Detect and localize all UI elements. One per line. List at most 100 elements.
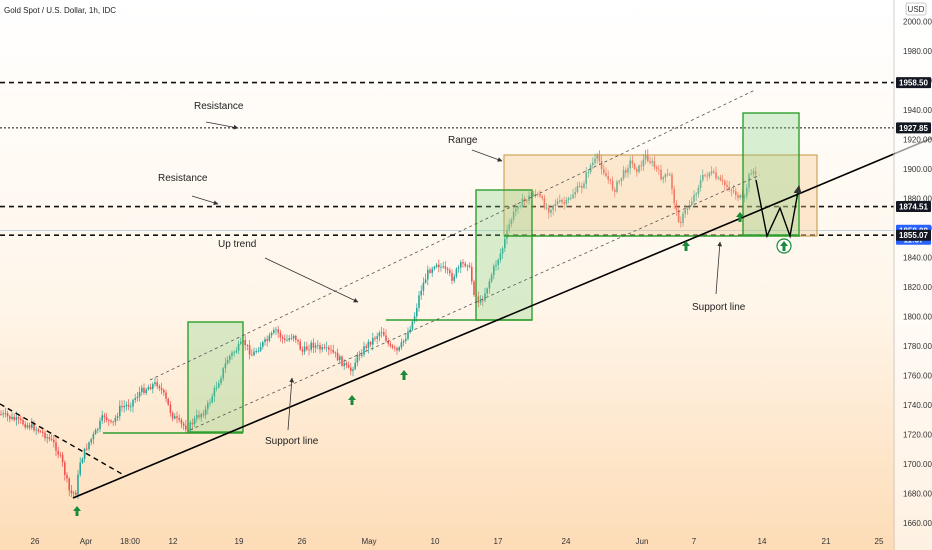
x-tick-label: 21	[822, 537, 831, 546]
candle	[361, 354, 363, 356]
candle	[510, 219, 513, 225]
x-tick-label: 17	[494, 537, 503, 546]
candle	[97, 429, 99, 431]
candle	[686, 208, 689, 210]
price-badge-value: 1927.85	[899, 124, 928, 133]
up-arrow-icon	[682, 241, 690, 251]
candle	[284, 338, 286, 341]
candle	[134, 398, 136, 400]
candle	[732, 190, 735, 192]
candle	[108, 420, 110, 421]
currency-label[interactable]: USD	[905, 2, 927, 16]
candle	[596, 155, 598, 159]
candle	[565, 199, 568, 204]
candle	[92, 434, 95, 440]
candle	[449, 270, 451, 274]
annotation-arrow	[471, 149, 503, 162]
candle	[105, 417, 108, 421]
price-axis-bg[interactable]	[895, 0, 932, 550]
candle	[735, 191, 737, 196]
candle	[332, 349, 334, 353]
candle	[477, 296, 480, 303]
candle	[574, 191, 576, 195]
channel-upper-line	[149, 89, 756, 381]
candle	[255, 351, 257, 352]
candle	[739, 195, 741, 198]
candle	[24, 424, 26, 428]
candle	[314, 345, 317, 348]
candle	[746, 187, 748, 196]
candle	[130, 406, 132, 408]
candle	[497, 259, 499, 265]
candle	[121, 405, 123, 408]
candle	[570, 197, 572, 199]
y-tick-label: 1820.00	[903, 283, 932, 292]
candle	[435, 264, 438, 267]
y-tick-label: 1980.00	[903, 47, 932, 56]
candle	[138, 392, 141, 397]
candle	[631, 160, 634, 164]
candle	[165, 392, 167, 399]
candle	[464, 263, 466, 267]
candle	[292, 335, 295, 339]
annotation-label: Support line	[265, 436, 319, 447]
candle	[466, 265, 469, 267]
candle	[413, 316, 416, 322]
candle	[310, 342, 312, 350]
candle	[581, 186, 583, 188]
candle	[354, 362, 356, 370]
candle	[372, 337, 374, 345]
candle	[642, 159, 645, 167]
candle	[237, 343, 240, 351]
candle	[730, 189, 733, 191]
x-tick-label: May	[361, 537, 376, 546]
candle	[17, 417, 20, 419]
candle	[598, 155, 601, 161]
up-arrow-icon	[736, 212, 744, 222]
candle	[290, 338, 293, 340]
candle	[699, 180, 702, 188]
candle	[633, 163, 636, 170]
candle	[515, 208, 517, 212]
candle	[431, 268, 433, 273]
candle	[713, 171, 715, 173]
candle	[2, 413, 4, 415]
plot-area[interactable]	[0, 81, 894, 237]
candle	[224, 363, 227, 369]
candle	[664, 174, 667, 178]
candle	[286, 339, 288, 341]
candle	[587, 172, 590, 174]
candle	[554, 203, 557, 207]
candle	[625, 170, 627, 173]
candle	[704, 174, 706, 176]
price-axis[interactable]: 1660.00 1680.00 1700.00 1720.00 1740.00 1760.…	[903, 17, 932, 528]
price-badge	[896, 201, 931, 213]
candle	[457, 267, 460, 269]
candle	[33, 423, 35, 431]
candle	[22, 419, 24, 425]
y-tick-label: 1680.00	[903, 489, 932, 498]
candle	[341, 356, 343, 366]
candle	[44, 432, 46, 439]
candle	[90, 439, 92, 443]
candle	[750, 173, 752, 175]
candle	[132, 399, 134, 407]
candle	[396, 348, 398, 351]
candle	[629, 160, 631, 169]
candle	[673, 189, 675, 204]
candle	[717, 177, 719, 179]
candle	[193, 418, 196, 425]
up-arrow-icon	[780, 241, 788, 251]
candle	[594, 158, 596, 163]
candle	[398, 347, 400, 351]
x-tick-label: 18:00	[120, 537, 141, 546]
candle	[697, 187, 700, 194]
x-tick-label: Jun	[636, 537, 649, 546]
candle	[110, 420, 112, 422]
candle	[512, 211, 515, 220]
time-axis[interactable]: 26 Apr 18:00 12 19 26 May 10 17 24 Jun 7 14 21 25	[31, 537, 884, 546]
x-tick-label: 25	[875, 537, 884, 546]
candle	[550, 209, 552, 213]
